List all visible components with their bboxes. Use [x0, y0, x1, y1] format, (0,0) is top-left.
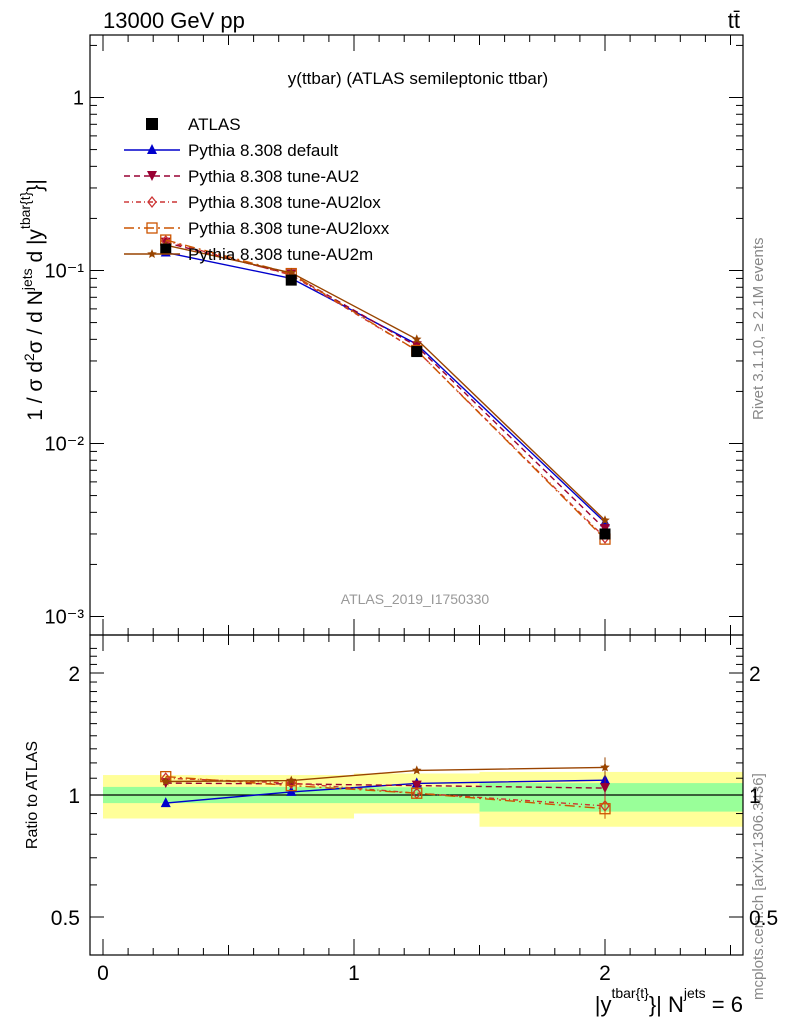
series-line [165, 241, 606, 530]
y-tick-label: 10⁻³ [45, 607, 85, 629]
data-point [412, 334, 422, 344]
ratio-series-pythia-8-308-tune-au2m [161, 757, 610, 786]
series-line [165, 244, 606, 521]
series-pythia-8-308-default [160, 246, 610, 527]
y-tick-label: 10⁻² [45, 434, 85, 456]
series-line [165, 239, 606, 540]
legend-item: Pythia 8.308 tune-AU2loxx [124, 219, 390, 238]
rivet-version-label: Rivet 3.1.10, ≥ 2.1M events [750, 238, 767, 421]
header-final-state-label: tt̄ [728, 8, 740, 33]
data-point [147, 171, 157, 181]
legend-label: Pythia 8.308 tune-AU2lox [188, 193, 381, 212]
ratio-tick-label: 2 [68, 663, 80, 686]
series-pythia-8-308-tune-au2m [161, 240, 610, 525]
x-tick-label: 2 [599, 962, 611, 985]
data-point [160, 243, 172, 255]
data-point [411, 787, 423, 799]
legend-item: Pythia 8.308 tune-AU2m [124, 245, 373, 264]
x-axis-label: |ytbar{t}}| Njets = 6 [595, 985, 743, 1017]
ratio-tick-label-right: 1 [749, 785, 761, 808]
series-pythia-8-308-tune-au2 [160, 237, 610, 535]
data-point [600, 762, 610, 772]
data-point [411, 780, 422, 791]
legend-item: ATLAS [146, 115, 241, 134]
data-point [160, 797, 171, 808]
ratio-y-axis-label: Ratio to ATLAS [24, 741, 41, 849]
svg-text:|ytbar{t}}| Njets = 6: |ytbar{t}}| Njets = 6 [595, 985, 743, 1017]
data-point [285, 274, 297, 286]
ratio-line [165, 782, 606, 789]
ratio-tick-label-right: 2 [749, 663, 761, 686]
series-atlas [160, 243, 611, 540]
legend-label: Pythia 8.308 default [188, 141, 339, 160]
y-tick-label: 10⁻¹ [45, 261, 85, 283]
data-point [412, 765, 422, 775]
legend-item: Pythia 8.308 default [124, 141, 339, 160]
series-line [165, 251, 606, 523]
main-y-axis-label: 1 / σ d2σ / d Njets d |ytbar{t}}| [17, 179, 47, 421]
data-point [599, 528, 611, 540]
chart-title: y(ttbar) (ATLAS semileptonic ttbar) [288, 69, 548, 88]
legend-label: Pythia 8.308 tune-AU2 [188, 167, 359, 186]
data-point [600, 515, 610, 525]
legend-label: ATLAS [188, 115, 241, 134]
data-point [286, 775, 296, 785]
data-point [147, 144, 157, 154]
ratio-line [165, 766, 606, 783]
series-line [165, 240, 606, 539]
svg-text:1 / σ d2σ / d Njets d |ytbar{t: 1 / σ d2σ / d Njets d |ytbar{t}}| [17, 179, 47, 421]
x-tick-label: 1 [348, 962, 360, 985]
header-process-label: 13000 GeV pp [103, 8, 245, 33]
ratio-tick-label-right: 0.5 [749, 907, 778, 930]
data-point [600, 783, 610, 794]
data-point [146, 222, 158, 234]
legend-label: Pythia 8.308 tune-AU2loxx [188, 219, 390, 238]
inner-band [479, 783, 743, 812]
main-series [160, 234, 611, 545]
data-point [147, 195, 157, 209]
axes-ticks: 10⁻³ 10⁻² 10⁻¹ 1 0.5 0.5 1 1 2 2 0 1 2 [45, 35, 778, 985]
ratio-tick-label: 0.5 [51, 907, 80, 930]
series-pythia-8-308-tune-au2lox [160, 235, 610, 544]
legend: ATLAS Pythia 8.308 default Pythia 8.308 tu… [124, 115, 390, 264]
legend-label: Pythia 8.308 tune-AU2m [188, 245, 373, 264]
mcplots-label: mcplots.cern.ch [arXiv:1306.3436] [750, 773, 767, 1000]
data-point [286, 267, 296, 277]
x-tick-label: 0 [97, 962, 109, 985]
data-point [599, 803, 611, 815]
legend-item: Pythia 8.308 tune-AU2lox [124, 193, 381, 212]
ratio-tick-label: 1 [68, 785, 80, 808]
series-pythia-8-308-tune-au2loxx [160, 234, 611, 545]
data-point [411, 346, 423, 358]
data-point [286, 777, 297, 790]
legend-item: Pythia 8.308 tune-AU2 [124, 167, 359, 186]
y-tick-label: 1 [73, 88, 84, 110]
analysis-watermark: ATLAS_2019_I1750330 [341, 591, 490, 607]
data-point [161, 776, 171, 786]
ratio-series [160, 757, 611, 819]
data-point [147, 249, 157, 258]
data-point [146, 118, 158, 130]
